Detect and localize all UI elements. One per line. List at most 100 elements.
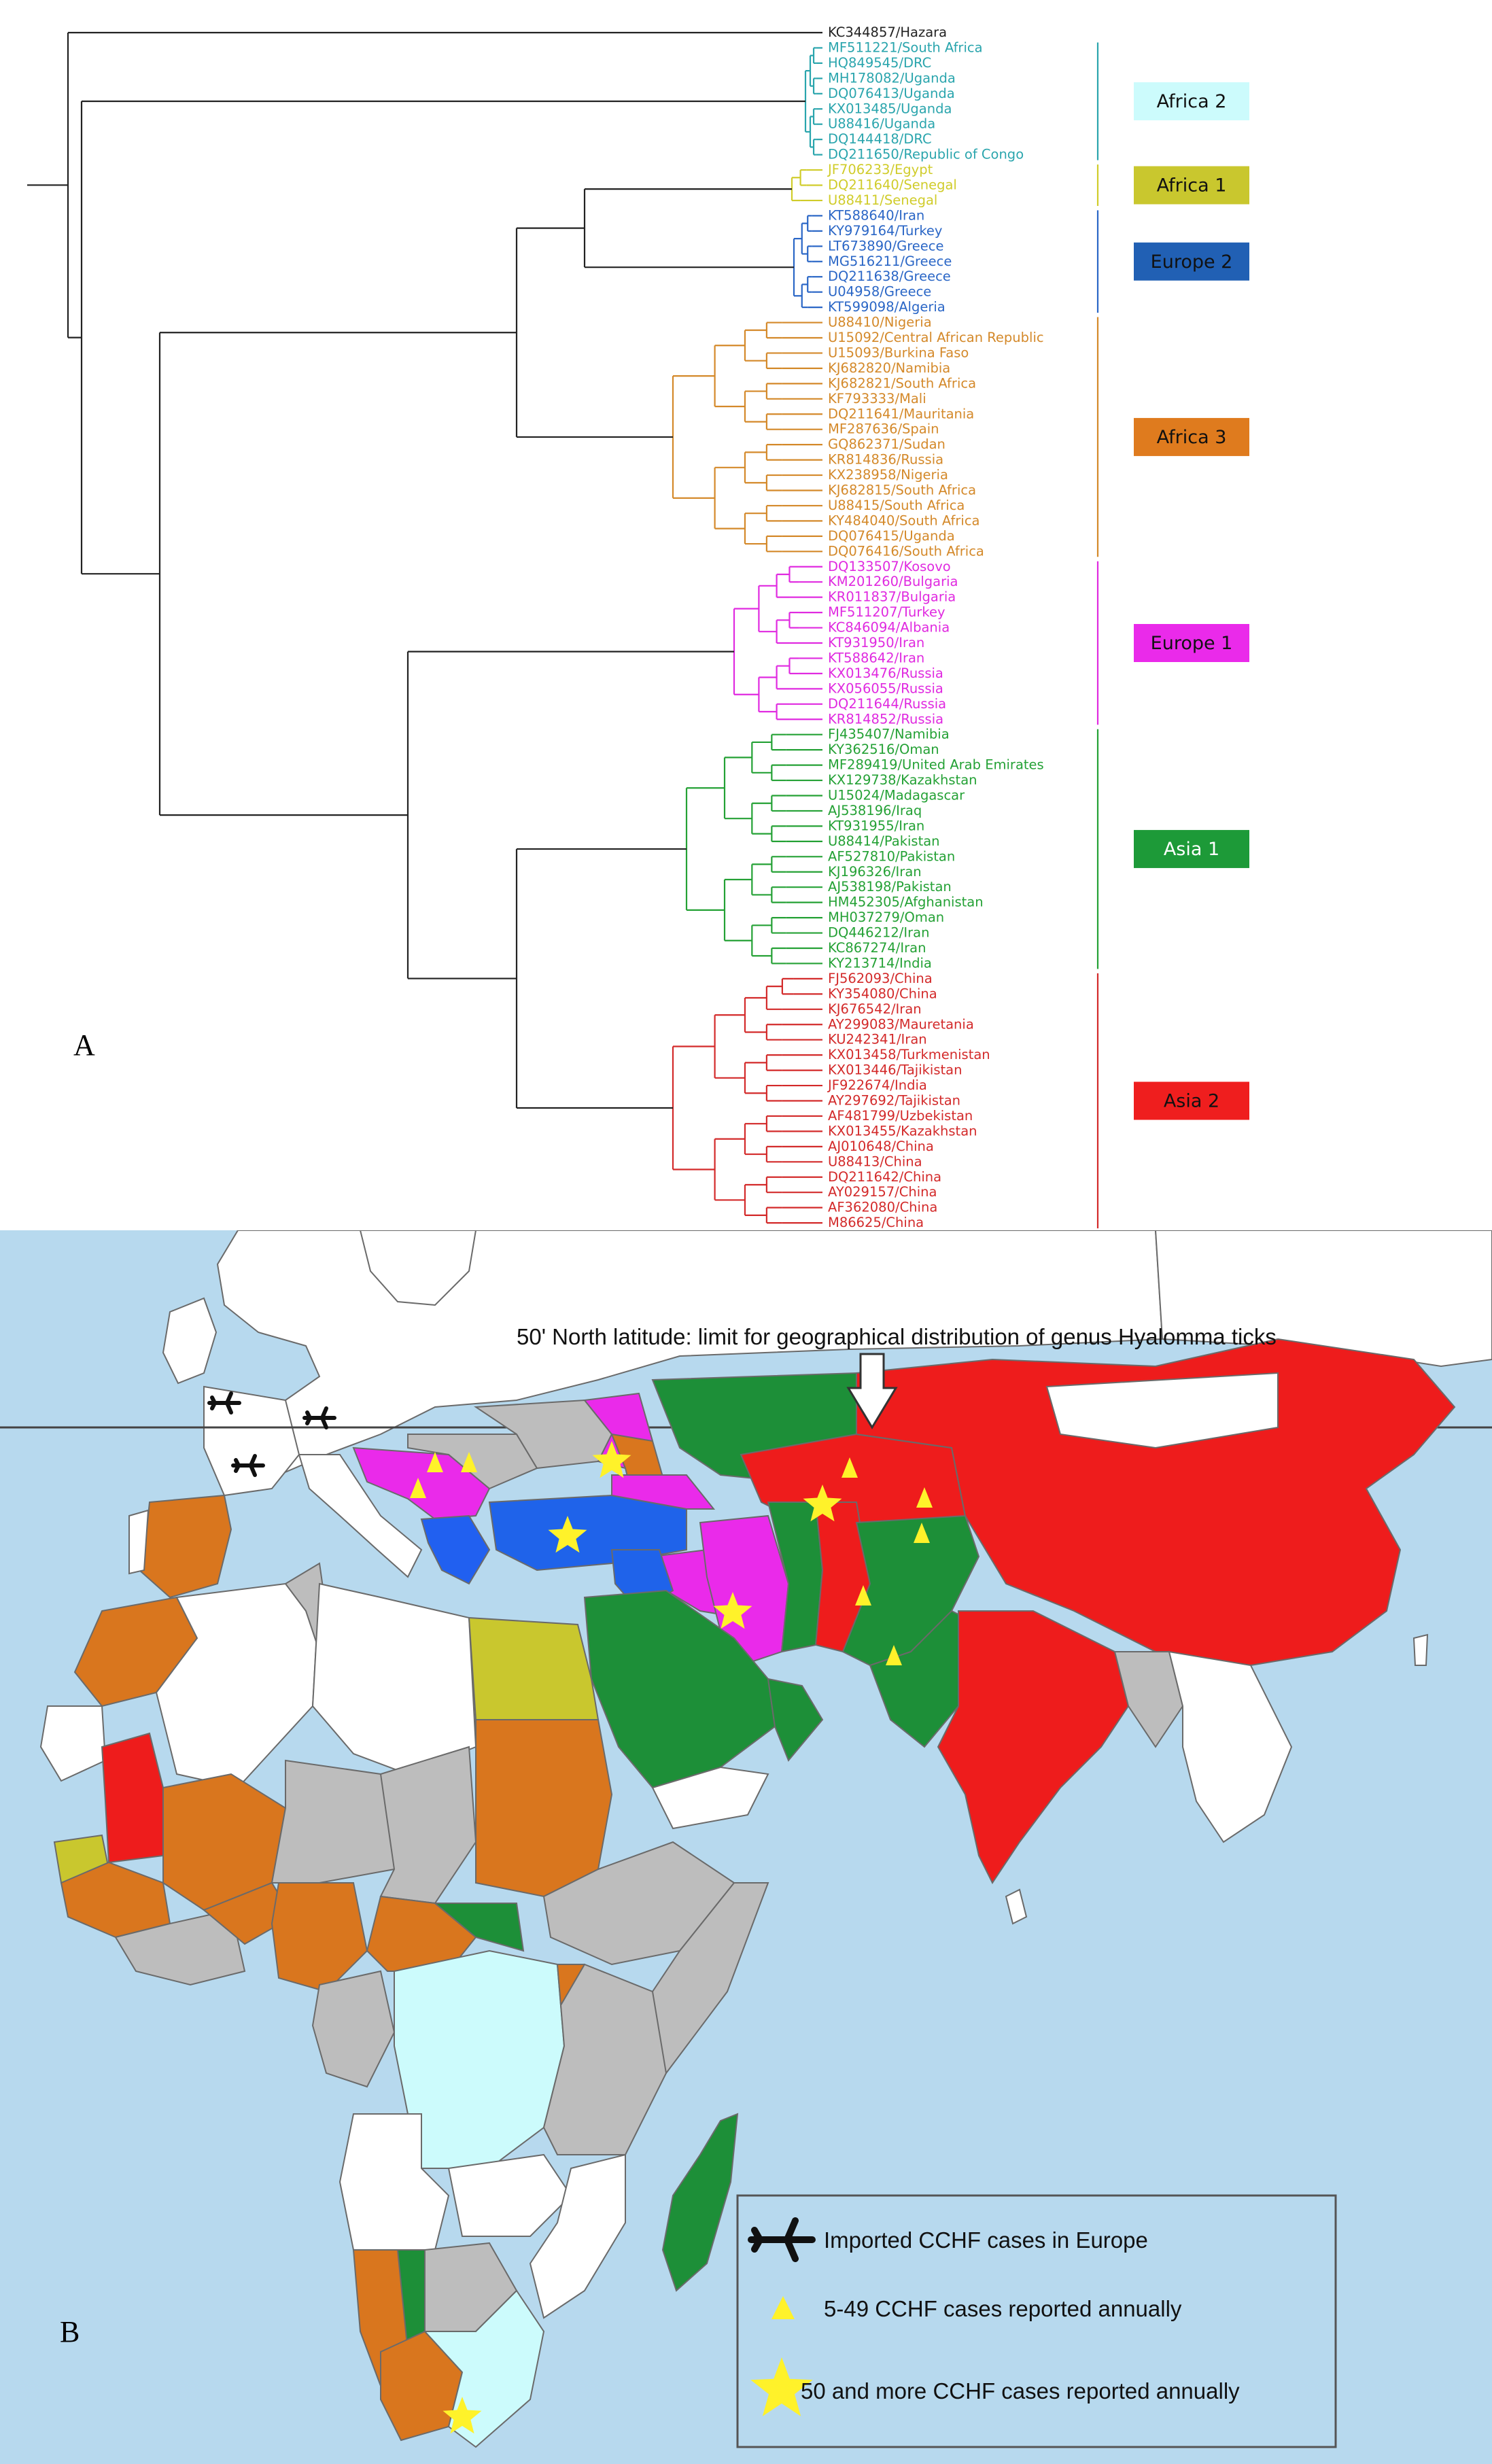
taxon-label: KX013476/Russia [828,665,943,681]
taxon-label: KJ196326/Iran [828,864,922,880]
taxon-label: KX013455/Kazakhstan [828,1123,977,1139]
taxon-label: KR814836/Russia [828,452,943,468]
taxon-label: KR814852/Russia [828,711,943,727]
taxon-label: AY299083/Mauretania [828,1016,974,1032]
taxon-label: KY979164/Turkey [828,223,942,239]
country-madagascar [661,2113,739,2292]
taxon-label: DQ076413/Uganda [828,86,955,101]
taxon-label: DQ133507/Kosovo [828,559,951,574]
taxon-label: KF793333/Mali [828,391,926,406]
clade-label-box [1134,624,1249,662]
taxon-label: DQ211641/Mauritania [828,406,974,421]
country-egypt [468,1616,600,1720]
star-icon [548,1516,587,1553]
taxon-label: FJ435407/Namibia [828,727,950,742]
island-sri-lanka [1005,1888,1028,1925]
taxon-label: DQ211644/Russia [828,696,946,712]
taxon-label: U15092/Central African Republic [828,330,1044,345]
star-icon [713,1592,752,1629]
clade-label-box [1134,417,1249,456]
taxon-label: AF481799/Uzbekistan [828,1108,973,1124]
taxon-label: U88410/Nigeria [828,315,932,330]
taxon-label: KT931950/Iran [828,635,924,650]
taxon-label: AJ010648/China [828,1139,934,1154]
taxon-label: AF362080/China [828,1200,937,1215]
taxon-label: KJ682820/Namibia [828,360,950,376]
country-iran [699,1514,790,1667]
taxon-label: MF511207/Turkey [828,604,945,620]
country-oman [767,1678,824,1762]
taxon-label: DQ076416/South Africa [828,543,984,559]
airplane-markers [207,1391,336,1477]
clade-label: Africa 2 [1157,91,1227,112]
taxon-label: KY354080/China [828,986,937,1001]
country-mozambique [529,2153,626,2319]
taxon-label: U88415/South Africa [828,498,965,513]
taxon-label: MF289419/United Arab Emirates [828,757,1044,773]
clade-label: Africa 3 [1157,427,1227,448]
taxon-label: HQ849545/DRC [828,55,931,71]
land-british-isles [162,1297,218,1385]
star-icon [443,2397,482,2434]
triangle-icon [855,1585,871,1606]
triangle-icon [461,1452,477,1472]
taxon-label: MF287636/Spain [828,421,939,437]
triangle-icon [427,1452,443,1472]
panel-letter-b: B [60,2315,80,2348]
airplane-icon [231,1454,265,1477]
triangle-icon [842,1457,858,1478]
country-mongolia [1045,1372,1279,1449]
country-greece [420,1514,491,1585]
land-italy [298,1454,423,1578]
land-southeast-asia [1168,1650,1293,1843]
clade-label-box [1134,82,1249,121]
taxon-label: GQ862371/Sudan [828,436,945,452]
country-yemen [651,1766,769,1830]
taxon-label: HM452305/Afghanistan [828,895,984,910]
legend-star-icon [750,2357,813,2416]
country-cameroon-gabon [311,1970,396,2088]
map-panel: 50' North latitude: limit for geographic… [0,1230,1492,2464]
taxon-label: U88416/Uganda [828,116,935,132]
clade-label-box [1134,166,1249,205]
country-south-sudan [433,1903,525,1952]
taxon-label: KJ682815/South Africa [828,483,976,498]
triangle-icon [886,1645,902,1665]
taxon-label: KT931955/Iran [828,818,924,833]
star-icon [803,1485,842,1522]
taxon-label: KY362516/Oman [828,742,939,757]
country-portugal [128,1509,150,1575]
cchf-distribution-map: 50' North latitude: limit for geographic… [0,1230,1492,2464]
taxon-label: M86625/China [828,1215,924,1230]
country-sudan [475,1719,613,1898]
clade-label: Europe 2 [1151,251,1233,273]
taxon-label: DQ211650/Republic of Congo [828,147,1024,162]
legend-triangle-icon [771,2296,795,2319]
phylogenetic-tree-panel: KC344857/Hazara MF511221/South Africa HQ84… [0,0,1492,1230]
star-icon [592,1441,631,1478]
taxon-label: AY029157/China [828,1184,937,1200]
country-angola [339,2113,450,2251]
star-markers [443,1441,842,2434]
map-legend: Imported CCHF cases in Europe 5-49 CCHF … [736,2194,1337,2448]
taxon-label: KX013485/Uganda [828,101,952,116]
taxon-label: U15093/Burkina Faso [828,345,969,360]
clade-label: Africa 1 [1157,175,1227,196]
triangle-markers [410,1452,933,1665]
taxon-label: KR011837/Bulgaria [828,589,956,605]
taxon-label: DQ211638/Greece [828,268,951,284]
taxon-label: MH037279/Oman [828,909,944,925]
country-drc [394,1949,566,2169]
country-west-coast [114,1909,246,1986]
taxon-label: DQ076415/Uganda [828,528,955,544]
taxon-label: KY213714/India [828,955,932,971]
taxon-label: KU242341/Iran [828,1032,927,1047]
taxon-label: KX013458/Turkmenistan [828,1047,990,1062]
taxon-label: AJ538196/Iraq [828,803,922,818]
taxon-label: JF706233/Egypt [827,162,933,177]
taxon-label: U15024/Madagascar [828,788,965,803]
land-france [203,1385,300,1497]
legend-airplane-icon [748,2217,816,2262]
legend-triangle-label: 5-49 CCHF cases reported annually [824,2296,1182,2321]
taxon-label: U88414/Pakistan [828,833,940,849]
